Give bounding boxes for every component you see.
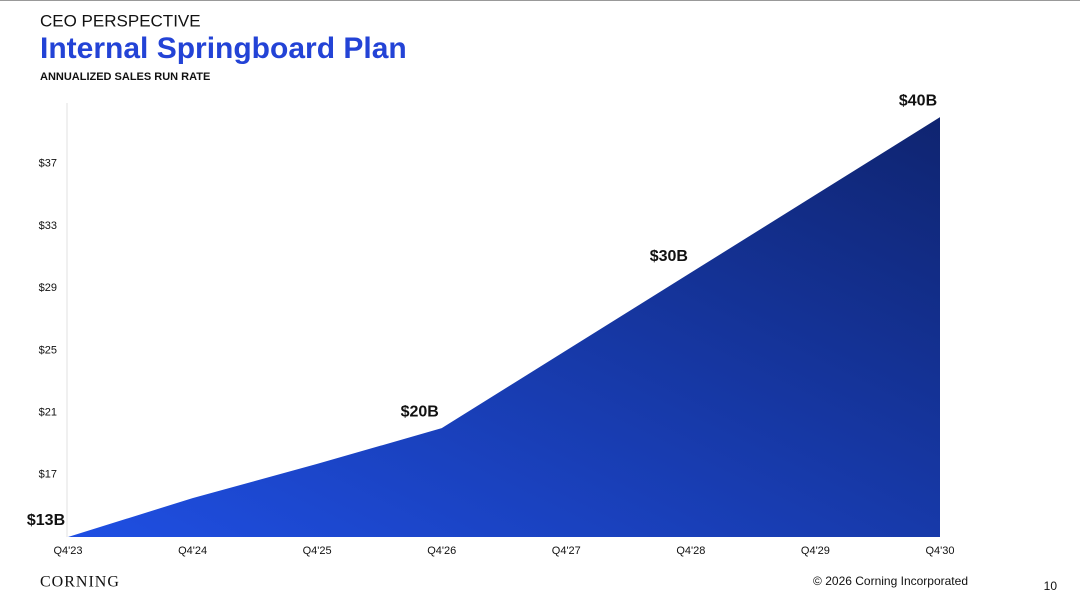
- logo: CORNING: [40, 574, 120, 591]
- value-label: $30B: [650, 248, 688, 265]
- x-tick-label: Q4'24: [178, 545, 207, 557]
- area: [68, 117, 940, 538]
- x-tick-label: Q4'30: [925, 545, 954, 557]
- value-label: $20B: [401, 403, 439, 420]
- kicker: CEO PERSPECTIVE: [40, 11, 201, 30]
- copyright: © 2026 Corning Incorporated: [813, 574, 968, 588]
- y-tick-label: $29: [39, 282, 57, 294]
- x-tick-label: Q4'26: [427, 545, 456, 557]
- y-tick-label: $21: [39, 407, 57, 419]
- chart-subtitle: ANNUALIZED SALES RUN RATE: [40, 71, 210, 83]
- x-tick-label: Q4'29: [801, 545, 830, 557]
- x-tick-label: Q4'28: [676, 545, 705, 557]
- page-number: 10: [1044, 579, 1058, 593]
- x-tick-label: Q4'25: [303, 545, 332, 557]
- y-tick-label: $17: [39, 469, 57, 481]
- y-tick-label: $25: [39, 344, 57, 356]
- x-tick-label: Q4'23: [53, 545, 82, 557]
- y-tick-label: $37: [39, 158, 57, 170]
- value-label: $13B: [27, 512, 65, 529]
- chart-title: Internal Springboard Plan: [40, 32, 407, 65]
- y-tick-label: $33: [39, 220, 57, 232]
- x-tick-label: Q4'27: [552, 545, 581, 557]
- value-label: $40B: [899, 92, 937, 109]
